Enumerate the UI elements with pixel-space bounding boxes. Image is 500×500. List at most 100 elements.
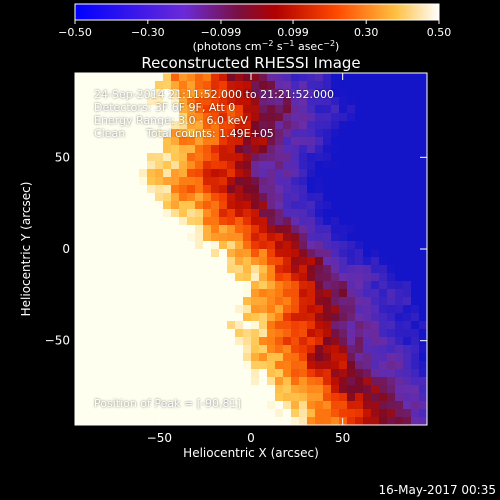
heatmap-cell: [147, 417, 156, 425]
heatmap-cell: [155, 321, 164, 330]
heatmap-cell: [315, 137, 324, 146]
heatmap-cell: [307, 225, 316, 234]
heatmap-cell: [179, 393, 188, 402]
heatmap-cell: [123, 153, 132, 162]
heatmap-cell: [123, 177, 132, 186]
heatmap-cell: [387, 81, 396, 90]
heatmap-cell: [219, 273, 228, 282]
heatmap-cell: [219, 81, 228, 90]
heatmap-cell: [419, 305, 427, 314]
heatmap-cell: [323, 345, 332, 354]
heatmap-cell: [131, 225, 140, 234]
heatmap-cell: [147, 265, 156, 274]
heatmap-cell: [323, 177, 332, 186]
heatmap-cell: [411, 401, 420, 410]
heatmap-cell: [147, 249, 156, 258]
heatmap-cell: [163, 401, 172, 410]
heatmap-cell: [179, 105, 188, 114]
heatmap-cell: [323, 273, 332, 282]
heatmap-cell: [411, 297, 420, 306]
heatmap-cell: [331, 89, 340, 98]
heatmap-cell: [419, 401, 427, 410]
heatmap-cell: [347, 369, 356, 378]
heatmap-cell: [139, 297, 148, 306]
heatmap-cell: [131, 289, 140, 298]
heatmap-cell: [211, 417, 220, 425]
heatmap-cell: [131, 353, 140, 362]
x-axis-label: Heliocentric X (arcsec): [183, 446, 319, 460]
heatmap-cell: [147, 225, 156, 234]
heatmap-cell: [259, 113, 268, 122]
heatmap-cell: [323, 161, 332, 170]
heatmap-cell: [379, 145, 388, 154]
heatmap-cell: [355, 289, 364, 298]
heatmap-cell: [195, 105, 204, 114]
heatmap-cell: [91, 145, 100, 154]
heatmap-cell: [123, 329, 132, 338]
heatmap-cell: [291, 257, 300, 266]
heatmap-cell: [371, 249, 380, 258]
heatmap-cell: [371, 273, 380, 282]
heatmap-cell: [163, 201, 172, 210]
heatmap-cell: [259, 241, 268, 250]
heatmap-cell: [227, 353, 236, 362]
heatmap-cell: [115, 185, 124, 194]
heatmap-cell: [411, 161, 420, 170]
heatmap-cell: [147, 113, 156, 122]
heatmap-cell: [115, 193, 124, 202]
heatmap-cell: [403, 121, 412, 130]
heatmap-cell: [131, 161, 140, 170]
heatmap-cell: [283, 145, 292, 154]
heatmap-cell: [75, 209, 84, 218]
heatmap-cell: [235, 89, 244, 98]
heatmap-cell: [187, 353, 196, 362]
heatmap-cell: [155, 145, 164, 154]
heatmap-cell: [75, 297, 84, 306]
heatmap-cell: [339, 289, 348, 298]
heatmap-cell: [171, 281, 180, 290]
heatmap-cell: [155, 177, 164, 186]
heatmap-cell: [227, 137, 236, 146]
heatmap-cell: [363, 89, 372, 98]
heatmap-cell: [123, 369, 132, 378]
heatmap-cell: [259, 289, 268, 298]
heatmap-cell: [99, 89, 108, 98]
heatmap-cell: [299, 361, 308, 370]
heatmap-cell: [355, 273, 364, 282]
heatmap-cell: [83, 321, 92, 330]
heatmap-cell: [123, 185, 132, 194]
heatmap-cell: [379, 129, 388, 138]
heatmap-cell: [83, 225, 92, 234]
heatmap-cell: [243, 369, 252, 378]
heatmap-cell: [419, 73, 427, 82]
heatmap-cell: [403, 137, 412, 146]
heatmap-cell: [267, 73, 276, 82]
heatmap-cell: [147, 209, 156, 218]
heatmap-cell: [187, 129, 196, 138]
heatmap-cell: [307, 265, 316, 274]
heatmap-cell: [227, 289, 236, 298]
heatmap-cell: [187, 233, 196, 242]
heatmap-cell: [211, 241, 220, 250]
heatmap-cell: [115, 289, 124, 298]
heatmap-cell: [211, 161, 220, 170]
heatmap-cell: [299, 185, 308, 194]
heatmap-cell: [107, 409, 116, 418]
heatmap-cell: [395, 201, 404, 210]
heatmap-cell: [331, 145, 340, 154]
heatmap-cell: [291, 81, 300, 90]
heatmap-cell: [259, 193, 268, 202]
heatmap-cell: [115, 249, 124, 258]
heatmap-cell: [291, 321, 300, 330]
heatmap-cell: [179, 305, 188, 314]
heatmap-cell: [139, 129, 148, 138]
heatmap-cell: [267, 161, 276, 170]
heatmap-cell: [171, 313, 180, 322]
heatmap-cell: [171, 145, 180, 154]
heatmap-cell: [355, 97, 364, 106]
heatmap-cell: [75, 409, 84, 418]
heatmap-cell: [411, 193, 420, 202]
heatmap-cell: [203, 185, 212, 194]
heatmap-cell: [251, 161, 260, 170]
heatmap-cell: [83, 361, 92, 370]
